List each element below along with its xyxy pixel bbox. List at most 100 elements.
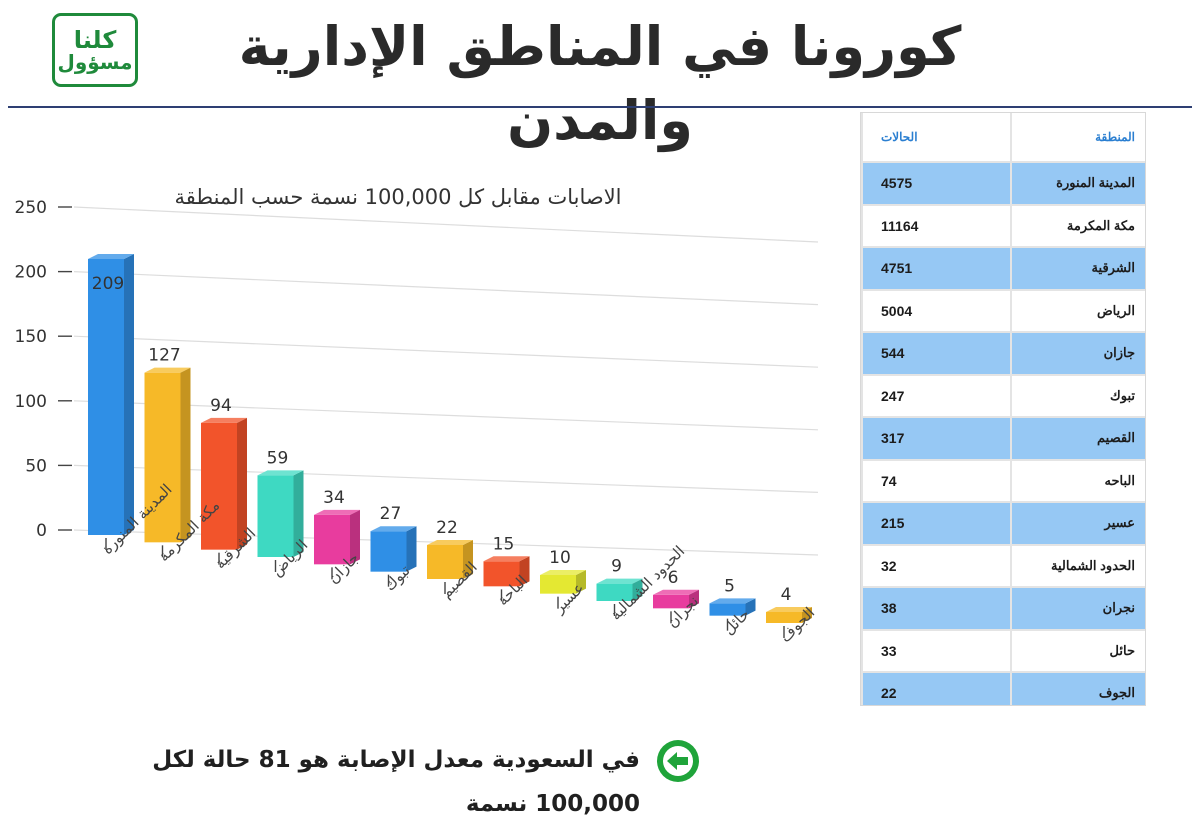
bar-side bbox=[689, 589, 699, 609]
bar-side bbox=[576, 570, 586, 594]
bar-side bbox=[180, 367, 191, 543]
table-cell-cases: 4575 bbox=[861, 163, 1010, 206]
footer-note: في السعودية معدل الإصابة هو 81 حالة لكل … bbox=[152, 747, 640, 817]
table-cell-cases: 11164 bbox=[861, 205, 1010, 248]
y-tick-label: 200 bbox=[15, 263, 47, 283]
table-cell-cases: 38 bbox=[861, 588, 1010, 631]
table-cell-region: تبوك bbox=[1010, 375, 1145, 418]
table-row: حائل 33 bbox=[861, 630, 1145, 673]
cases-table: المنطقة الحالات المدينة المنورة 4575 مكة ا… bbox=[861, 113, 1145, 705]
column-header-cases: الحالات bbox=[861, 113, 1010, 163]
table-cell-cases: 33 bbox=[861, 630, 1010, 673]
bar-top bbox=[540, 570, 586, 576]
left-arrow-icon bbox=[657, 740, 699, 782]
bar-side bbox=[519, 556, 530, 587]
page-title: كورونا في المناطق الإدارية والمدن bbox=[238, 15, 962, 152]
data-label: 9 bbox=[611, 557, 622, 577]
bar-side bbox=[350, 509, 360, 565]
data-label: 5 bbox=[724, 576, 735, 596]
gridline bbox=[73, 400, 819, 431]
table-cell-cases: 74 bbox=[861, 460, 1010, 503]
table-cell-cases: 32 bbox=[861, 545, 1010, 588]
bar bbox=[427, 545, 463, 579]
bar-top bbox=[370, 526, 417, 532]
table-cell-region: القصيم bbox=[1010, 418, 1145, 461]
y-tick-label: 50 bbox=[25, 456, 47, 476]
column-header-region: المنطقة bbox=[1010, 113, 1145, 163]
table-row: تبوك 247 bbox=[861, 375, 1145, 418]
gridline bbox=[73, 206, 819, 243]
table-cell-region: الشرقية bbox=[1010, 248, 1145, 291]
table-row: الباحه 74 bbox=[861, 460, 1145, 503]
logo-line-1: كلنا bbox=[73, 26, 117, 54]
table-row: جازان 544 bbox=[861, 333, 1145, 376]
bar-side bbox=[237, 417, 247, 550]
data-label: 209 bbox=[92, 274, 124, 294]
table-row: نجران 38 bbox=[861, 588, 1145, 631]
table-row: عسير 215 bbox=[861, 503, 1145, 546]
header-divider bbox=[8, 106, 1192, 108]
table-cell-region: الرياض bbox=[1010, 290, 1145, 333]
bar-top bbox=[201, 417, 247, 423]
bar-top bbox=[314, 509, 360, 515]
bar bbox=[201, 422, 237, 550]
bar-side bbox=[124, 253, 134, 536]
logo-line-2: مسؤول bbox=[57, 50, 133, 74]
table-row: الحدود الشمالية 32 bbox=[861, 545, 1145, 588]
data-label: 27 bbox=[380, 504, 402, 524]
table-cell-cases: 317 bbox=[861, 418, 1010, 461]
bar bbox=[766, 611, 802, 623]
data-label: 59 bbox=[267, 448, 289, 468]
bar-top bbox=[766, 606, 812, 612]
bar bbox=[709, 603, 746, 616]
data-label: 34 bbox=[323, 488, 345, 508]
bar-side bbox=[745, 598, 756, 616]
bar-side bbox=[632, 578, 643, 601]
gridline bbox=[73, 464, 819, 493]
bar-chart: الاصابات مقابل كل 100,000 نسمة حسب المنط… bbox=[15, 185, 819, 646]
table-cell-cases: 4751 bbox=[861, 248, 1010, 291]
bar bbox=[370, 531, 407, 572]
table-cell-cases: 544 bbox=[861, 333, 1010, 376]
y-tick-label: 250 bbox=[15, 198, 47, 218]
bar-side bbox=[293, 470, 304, 557]
bar-side bbox=[463, 540, 473, 579]
bar bbox=[653, 594, 689, 609]
table-row: الرياض 5004 bbox=[861, 290, 1145, 333]
gridline bbox=[73, 335, 819, 368]
table-row: الشرقية 4751 bbox=[861, 248, 1145, 291]
bar bbox=[596, 583, 633, 601]
bar-top bbox=[709, 598, 756, 604]
bar-top bbox=[483, 556, 530, 562]
table-cell-cases: 215 bbox=[861, 503, 1010, 546]
y-tick-label: 150 bbox=[15, 327, 47, 347]
bar-top bbox=[257, 470, 304, 476]
bar-top bbox=[88, 253, 134, 259]
gridline bbox=[73, 271, 819, 306]
data-label: 22 bbox=[436, 518, 458, 538]
y-tick-label: 0 bbox=[36, 521, 47, 541]
table-cell-region: مكة المكرمة bbox=[1010, 205, 1145, 248]
data-label: 6 bbox=[668, 568, 679, 588]
chart-title: الاصابات مقابل كل 100,000 نسمة حسب المنط… bbox=[174, 185, 621, 209]
table-cell-region: جازان bbox=[1010, 333, 1145, 376]
bar-side bbox=[802, 606, 812, 623]
logo: كلنا مسؤول bbox=[52, 13, 138, 87]
data-label: 4 bbox=[781, 585, 792, 605]
data-label: 94 bbox=[210, 396, 232, 416]
table-header-row: المنطقة الحالات bbox=[861, 113, 1145, 163]
bar-side bbox=[406, 526, 417, 572]
data-label: 15 bbox=[493, 534, 515, 554]
table-cell-region: الجوف bbox=[1010, 673, 1145, 705]
data-label: 127 bbox=[148, 346, 180, 366]
table-row: المدينة المنورة 4575 bbox=[861, 163, 1145, 206]
y-tick-label: 100 bbox=[15, 392, 47, 412]
bar bbox=[483, 561, 520, 587]
table-row: مكة المكرمة 11164 bbox=[861, 205, 1145, 248]
table-cell-region: الباحه bbox=[1010, 460, 1145, 503]
table-row: الجوف 22 bbox=[861, 673, 1145, 705]
table-cell-cases: 247 bbox=[861, 375, 1010, 418]
bar bbox=[314, 514, 350, 565]
table-cell-region: عسير bbox=[1010, 503, 1145, 546]
table-cell-region: الحدود الشمالية bbox=[1010, 545, 1145, 588]
